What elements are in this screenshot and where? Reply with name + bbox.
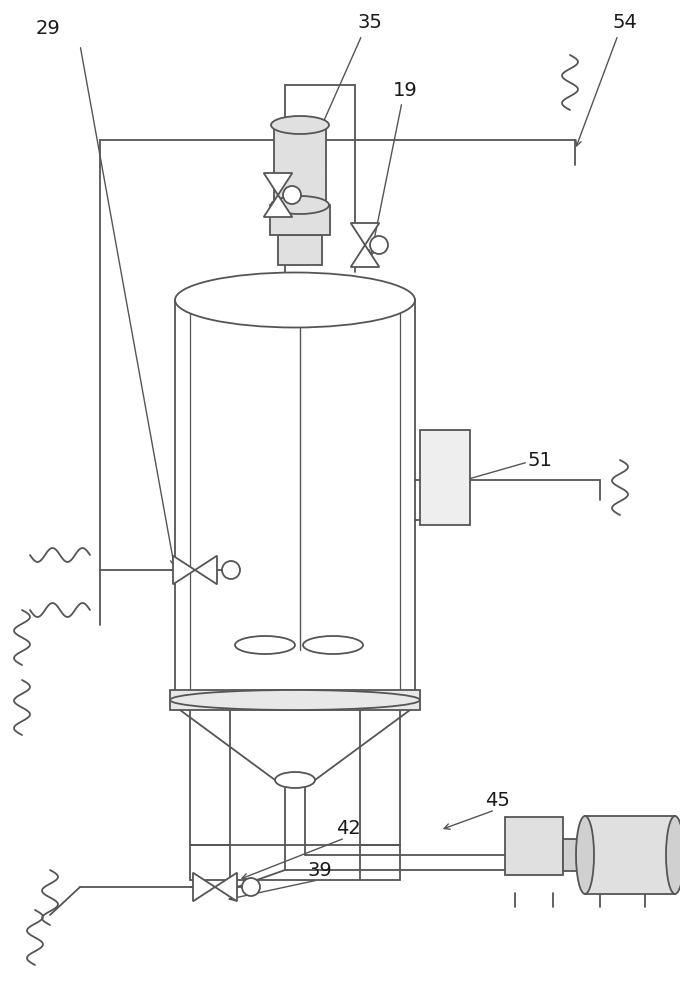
Text: 42: 42 — [336, 818, 360, 838]
Bar — [170, 690, 420, 710]
Ellipse shape — [576, 816, 594, 894]
Ellipse shape — [175, 272, 415, 328]
Text: 29: 29 — [35, 18, 61, 37]
Bar — [563, 839, 585, 871]
Text: 19: 19 — [392, 81, 418, 100]
Polygon shape — [351, 223, 379, 245]
Ellipse shape — [303, 636, 363, 654]
Circle shape — [242, 878, 260, 896]
Text: 39: 39 — [307, 860, 333, 880]
Circle shape — [283, 186, 301, 204]
Bar — [278, 235, 322, 265]
Polygon shape — [195, 556, 217, 584]
Bar — [270, 205, 330, 235]
Ellipse shape — [170, 690, 420, 710]
Ellipse shape — [275, 772, 315, 788]
Text: 54: 54 — [613, 12, 637, 31]
Ellipse shape — [666, 816, 680, 894]
Polygon shape — [193, 873, 215, 901]
Polygon shape — [264, 195, 292, 217]
Bar — [274, 125, 326, 205]
Polygon shape — [215, 873, 237, 901]
Ellipse shape — [271, 116, 329, 134]
Polygon shape — [264, 173, 292, 195]
Bar — [505, 817, 563, 875]
Ellipse shape — [235, 636, 295, 654]
Ellipse shape — [271, 196, 329, 214]
Bar — [585, 816, 675, 894]
Bar — [420, 430, 470, 525]
Text: 45: 45 — [486, 790, 511, 810]
Text: 35: 35 — [358, 12, 382, 31]
Polygon shape — [351, 245, 379, 267]
Text: 51: 51 — [528, 450, 552, 470]
Circle shape — [222, 561, 240, 579]
Polygon shape — [173, 556, 195, 584]
Circle shape — [370, 236, 388, 254]
